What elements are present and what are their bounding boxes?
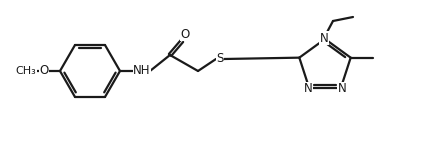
Text: N: N [320,31,329,44]
Text: CH₃: CH₃ [16,66,37,76]
Text: N: N [304,82,312,95]
Text: NH: NH [133,64,151,78]
Text: O: O [40,64,48,78]
Text: S: S [216,52,224,65]
Text: N: N [337,82,346,95]
Text: O: O [180,27,190,40]
